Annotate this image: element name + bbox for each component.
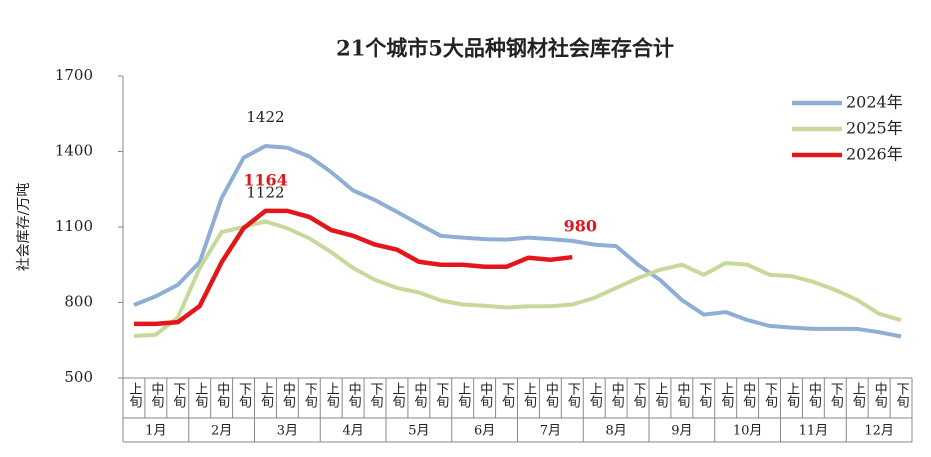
x-tick-label: 下旬	[565, 382, 581, 408]
series-line	[133, 219, 902, 338]
x-tick-label: 下旬	[499, 382, 514, 408]
x-tick-label: 中旬	[280, 382, 296, 408]
data-label: 1122	[246, 183, 284, 201]
month-label: 6月	[474, 424, 495, 439]
x-tick-label: 下旬	[170, 382, 186, 408]
data-label: 1164	[243, 170, 288, 189]
month-label: 7月	[540, 424, 561, 439]
x-tick-label: 中旬	[148, 382, 164, 408]
month-label: 11月	[799, 424, 829, 439]
x-tick-label: 下旬	[828, 382, 844, 408]
x-tick-label: 上旬	[324, 382, 340, 408]
x-tick-label: 上旬	[455, 382, 471, 408]
x-tick-label: 下旬	[631, 382, 647, 408]
series-line	[133, 208, 573, 327]
x-tick-label: 下旬	[236, 382, 252, 408]
x-tick-label: 中旬	[674, 382, 690, 408]
data-label: 1422	[246, 108, 284, 126]
y-tick-label: 1400	[55, 142, 93, 160]
x-tick-label: 中旬	[806, 382, 822, 408]
x-tick-label: 上旬	[192, 382, 208, 408]
x-tick-label: 上旬	[718, 382, 734, 408]
y-tick-label: 500	[64, 368, 93, 386]
month-label: 12月	[864, 424, 894, 439]
month-label: 5月	[408, 424, 429, 439]
x-tick-label: 上旬	[850, 382, 866, 408]
x-tick-label: 上旬	[521, 382, 537, 408]
x-tick-label: 下旬	[894, 382, 910, 408]
x-tick-label: 上旬	[784, 382, 800, 408]
x-tick-label: 中旬	[609, 382, 625, 408]
x-tick-label: 下旬	[696, 382, 712, 408]
month-label: 3月	[277, 424, 298, 439]
x-tick-label: 上旬	[389, 382, 405, 408]
month-label: 8月	[605, 424, 626, 439]
chart-title: 21个城市5大品种钢材社会库存合计	[336, 36, 674, 61]
y-axis-label: 社会库存/万吨	[16, 183, 32, 272]
x-tick-label: 下旬	[433, 382, 449, 408]
x-tick-label: 中旬	[477, 382, 493, 408]
legend-label: 2024年	[846, 93, 903, 112]
x-tick-label: 中旬	[543, 382, 559, 408]
legend-label: 2025年	[846, 119, 903, 138]
x-tick-label: 中旬	[740, 382, 756, 408]
x-tick-label: 中旬	[872, 382, 888, 408]
month-label: 1月	[145, 424, 166, 439]
x-tick-label: 中旬	[214, 382, 230, 408]
x-tick-label: 上旬	[652, 382, 668, 408]
legend-label: 2026年	[846, 145, 903, 164]
series-line	[133, 143, 902, 339]
x-tick-label: 上旬	[126, 382, 142, 408]
data-label: 980	[564, 217, 597, 236]
x-tick-label: 上旬	[587, 382, 603, 408]
month-label: 9月	[671, 424, 692, 439]
x-tick-label: 中旬	[411, 382, 427, 408]
y-tick-label: 800	[64, 293, 93, 311]
x-tick-label: 下旬	[302, 382, 318, 408]
x-tick-label: 下旬	[368, 382, 384, 408]
month-label: 2月	[211, 424, 232, 439]
x-tick-label: 上旬	[258, 382, 274, 408]
y-tick-label: 1100	[55, 217, 93, 235]
x-tick-label: 下旬	[762, 382, 778, 408]
month-label: 10月	[733, 424, 763, 439]
y-tick-label: 1700	[55, 66, 93, 84]
x-tick-label: 中旬	[346, 382, 362, 408]
month-label: 4月	[342, 424, 363, 439]
